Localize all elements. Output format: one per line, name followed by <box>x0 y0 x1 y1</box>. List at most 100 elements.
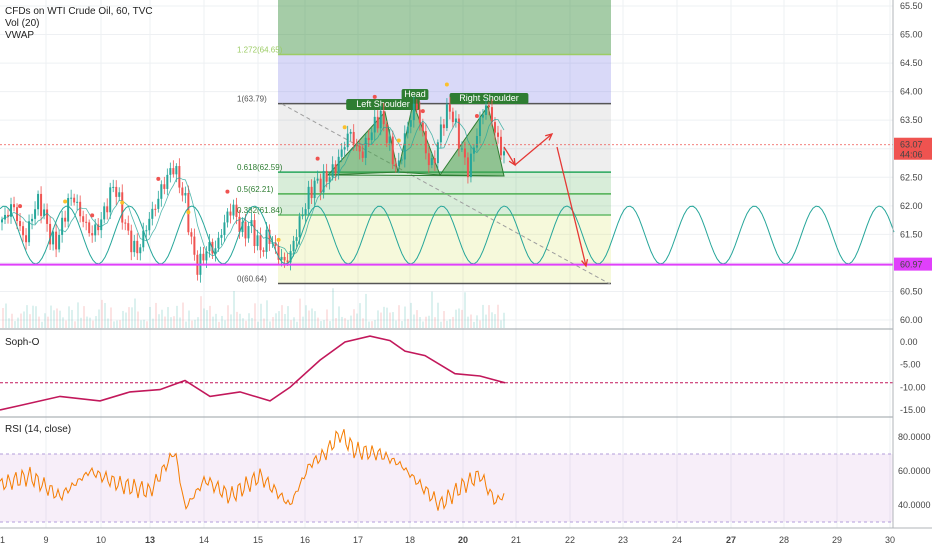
price-tick-label: 62.50 <box>900 172 923 182</box>
signal-dot <box>156 176 161 181</box>
volume-bar <box>437 302 439 328</box>
candle-body <box>355 144 358 147</box>
candle-body <box>490 107 493 123</box>
candle-body <box>262 250 265 252</box>
price-tick-label: 60.50 <box>900 286 923 296</box>
soph-o-tick-label: -15.00 <box>900 405 926 415</box>
volume-bar <box>368 321 370 328</box>
volume-bar <box>482 304 484 328</box>
volume-bar <box>263 318 265 328</box>
projection-arrow-1 <box>514 133 553 166</box>
symbol-title[interactable]: CFDs on WTI Crude Oil, 60, TVC <box>5 6 153 17</box>
volume-bar <box>224 320 226 328</box>
volume-bar <box>35 306 37 328</box>
volume-bar <box>260 303 262 328</box>
rsi-tick-label: 60.0000 <box>898 466 931 476</box>
candle-body <box>334 164 337 174</box>
time-tick-label: 31 <box>0 535 5 545</box>
candle-body <box>469 153 472 178</box>
volume-bar <box>41 321 43 328</box>
time-tick-label: 27 <box>726 535 736 545</box>
volume-bar <box>398 305 400 328</box>
volume-bar <box>305 305 307 328</box>
volume-bar <box>122 310 124 328</box>
candle-body <box>307 186 310 210</box>
volume-bar <box>341 316 343 328</box>
volume-bar <box>233 291 235 328</box>
volume-bar <box>53 310 55 328</box>
candle-body <box>361 151 364 158</box>
volume-bar <box>476 315 478 328</box>
volume-bar <box>329 321 331 328</box>
candle-body <box>184 192 187 196</box>
candle-body <box>100 219 103 231</box>
candle-body <box>121 192 124 223</box>
pattern-label-text-0: Left Shoulder <box>356 99 410 109</box>
candle-body <box>103 206 106 220</box>
volume-bar <box>356 313 358 328</box>
candle-body <box>40 193 43 216</box>
candle-body <box>130 230 133 253</box>
candle-body <box>64 217 67 222</box>
signal-dot <box>225 189 230 194</box>
volume-bar <box>299 298 301 328</box>
volume-bar <box>461 309 463 328</box>
projection-arrow-2 <box>556 146 587 267</box>
candle-body <box>400 159 403 161</box>
candle-body <box>43 209 46 216</box>
volume-indicator-label[interactable]: Vol (20) <box>5 18 40 29</box>
candle-body <box>409 120 412 127</box>
candle-body <box>427 153 430 166</box>
time-tick-label: 28 <box>779 535 789 545</box>
soph-o-line <box>0 335 506 411</box>
volume-bar <box>251 317 253 328</box>
candle-body <box>55 231 58 250</box>
candle-body <box>10 204 13 217</box>
candle-body <box>328 177 331 182</box>
pattern-label-0: Left Shoulder <box>346 99 420 110</box>
candle-body <box>202 253 205 261</box>
candle-body <box>67 198 70 222</box>
volume-bar <box>56 308 58 328</box>
volume-bar <box>455 309 457 328</box>
soph-o-title[interactable]: Soph-O <box>5 337 40 348</box>
candle-body <box>79 201 82 217</box>
vwap-indicator-label[interactable]: VWAP <box>5 30 35 41</box>
volume-bar <box>344 318 346 328</box>
volume-bar <box>236 311 238 328</box>
volume-bar <box>197 317 199 328</box>
signal-dot <box>90 213 95 218</box>
candle-body <box>160 184 163 199</box>
candle-body <box>106 206 109 213</box>
volume-bar <box>464 292 466 328</box>
signal-dot <box>63 199 68 204</box>
candle-body <box>346 133 349 148</box>
volume-bar <box>239 313 241 328</box>
volume-bar <box>185 321 187 328</box>
candle-body <box>277 245 280 260</box>
volume-bar <box>230 314 232 328</box>
candle-body <box>358 146 361 152</box>
volume-bar <box>152 318 154 328</box>
candle-body <box>7 214 10 217</box>
candle-body <box>478 117 481 136</box>
rsi-title[interactable]: RSI (14, close) <box>5 424 72 435</box>
candle-body <box>418 109 421 123</box>
fib-zone-0.5-0.382 <box>278 193 611 215</box>
signal-dot <box>276 237 281 242</box>
candle-body <box>226 211 229 223</box>
candle-body <box>460 148 463 150</box>
candle-body <box>412 103 415 121</box>
candle-body <box>115 186 118 197</box>
volume-bar <box>11 313 13 328</box>
volume-bar <box>473 321 475 328</box>
candle-body <box>424 131 427 154</box>
candle-body <box>25 235 28 243</box>
rsi-band <box>0 454 893 522</box>
volume-bar <box>281 305 283 328</box>
volume-bar <box>383 306 385 328</box>
volume-bar <box>371 321 373 328</box>
projection-arrowhead-1 <box>545 133 554 141</box>
price-tick-label: 65.00 <box>900 30 923 40</box>
volume-bar <box>68 306 70 328</box>
